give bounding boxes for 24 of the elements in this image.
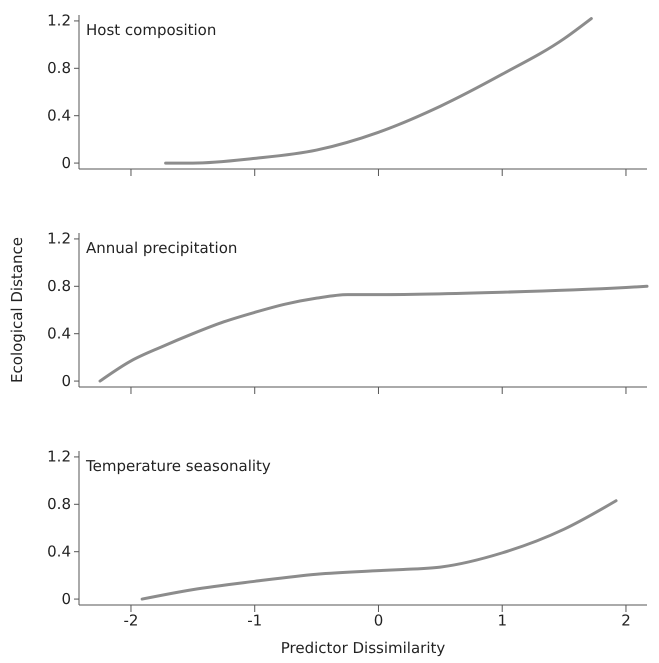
- y-tick-label: 0: [61, 154, 71, 172]
- y-tick-label: 0.8: [47, 277, 71, 296]
- y-tick-label: 0.4: [47, 106, 71, 124]
- chart-title: Annual precipitation: [86, 239, 238, 257]
- x-tick-label: 0: [374, 612, 384, 630]
- x-tick-label: 1: [497, 612, 507, 630]
- y-tick-label: 0: [61, 590, 71, 608]
- line-series: [98, 284, 648, 383]
- x-axis-title: Predictor Dissimilarity: [280, 639, 446, 657]
- y-tick-label: 0.4: [47, 542, 71, 560]
- x-tick-label: 2: [621, 612, 631, 630]
- chart-title: Temperature seasonality: [85, 457, 271, 475]
- x-tick-label: -2: [123, 612, 138, 630]
- line-series: [140, 499, 618, 601]
- y-tick-label: 1.2: [47, 230, 71, 248]
- y-axis-title: Ecological Distance: [8, 237, 26, 383]
- y-tick-label: 0.8: [47, 495, 71, 514]
- y-tick-label: 1.2: [47, 12, 71, 30]
- y-tick-label: 0.8: [47, 59, 71, 78]
- chart-title: Host composition: [86, 21, 216, 39]
- y-tick-label: 1.2: [47, 448, 71, 466]
- y-tick-label: 0: [61, 372, 71, 390]
- x-tick-label: -1: [247, 612, 262, 630]
- y-tick-label: 0.4: [47, 324, 71, 342]
